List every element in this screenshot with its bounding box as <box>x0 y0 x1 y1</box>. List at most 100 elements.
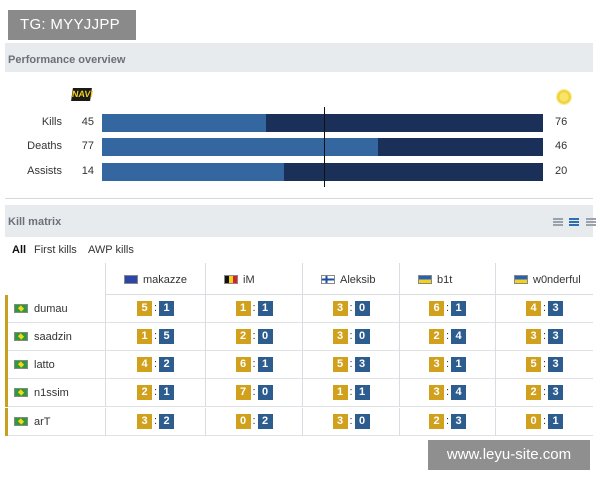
separator: : <box>542 358 547 370</box>
deaths-badge: 1 <box>257 301 273 316</box>
kill-death-cell[interactable]: 0:2 <box>235 414 273 429</box>
kill-death-cell[interactable]: 4:3 <box>526 301 563 316</box>
kill-death-cell[interactable]: 2:0 <box>235 329 273 344</box>
separator: : <box>153 415 158 427</box>
deaths-badge: 3 <box>548 329 563 344</box>
kills-badge: 2 <box>235 329 251 344</box>
brazil-flag-icon <box>14 304 28 313</box>
kill-death-cell[interactable]: 3:2 <box>137 414 174 429</box>
kill-death-cell[interactable]: 0:1 <box>526 414 563 429</box>
separator: : <box>252 330 256 342</box>
column-header-aleksib[interactable]: Aleksib <box>302 263 399 295</box>
stat-bar <box>102 163 543 181</box>
kills-badge: 7 <box>235 385 251 400</box>
opponent-logo-icon <box>556 89 572 105</box>
column-header-b1t[interactable]: b1t <box>399 263 495 295</box>
separator: : <box>445 302 450 314</box>
tab-all[interactable]: All <box>12 244 27 256</box>
ua-flag-icon <box>514 275 528 284</box>
kill-death-cell[interactable]: 1:1 <box>332 385 370 400</box>
tab-first-kills[interactable]: First kills <box>34 244 77 256</box>
column-player-name: makazze <box>143 274 188 286</box>
deaths-badge: 3 <box>548 385 563 400</box>
kill-death-cell[interactable]: 5:3 <box>332 357 370 372</box>
row-player-name: n1ssim <box>34 387 69 399</box>
cell-divider <box>205 408 206 436</box>
kills-badge: 3 <box>429 357 444 372</box>
cell-divider <box>302 351 303 379</box>
deaths-badge: 0 <box>354 414 370 429</box>
deaths-badge: 1 <box>354 385 370 400</box>
row-player[interactable]: arT <box>14 408 51 436</box>
separator: : <box>252 415 256 427</box>
kills-badge: 6 <box>235 357 251 372</box>
kill-death-cell[interactable]: 2:1 <box>137 385 174 400</box>
row-player-name: saadzin <box>34 331 72 343</box>
row-marker <box>5 379 8 407</box>
kill-death-cell[interactable]: 3:1 <box>429 357 466 372</box>
deaths-badge: 4 <box>451 385 466 400</box>
stat-bar-left-fill <box>102 163 284 181</box>
cell-divider <box>399 323 400 351</box>
separator: : <box>542 302 547 314</box>
row-player[interactable]: n1ssim <box>14 379 69 407</box>
separator: : <box>349 358 353 370</box>
cell-divider <box>205 351 206 379</box>
stat-bar-left-fill <box>102 114 267 132</box>
be-flag-icon <box>224 275 238 284</box>
separator: : <box>252 358 256 370</box>
navi-logo-icon: NAVI <box>71 88 94 101</box>
grid-view-icon[interactable] <box>585 218 596 227</box>
cell-divider <box>399 408 400 436</box>
separator: : <box>153 302 158 314</box>
kill-death-cell[interactable]: 6:1 <box>235 357 273 372</box>
cell-divider <box>495 379 496 407</box>
deaths-badge: 0 <box>354 301 370 316</box>
column-header-w0nderful[interactable]: w0nderful <box>495 263 593 295</box>
kill-death-cell[interactable]: 3:0 <box>332 329 370 344</box>
separator: : <box>349 386 353 398</box>
row-player[interactable]: dumau <box>14 295 68 323</box>
kill-death-cell[interactable]: 5:1 <box>137 301 174 316</box>
cell-divider <box>302 323 303 351</box>
kill-death-cell[interactable]: 4:2 <box>137 357 174 372</box>
deaths-badge: 5 <box>159 329 174 344</box>
stat-bar <box>102 138 543 156</box>
kill-death-cell[interactable]: 3:0 <box>332 414 370 429</box>
kill-death-cell[interactable]: 2:3 <box>429 414 466 429</box>
kills-badge: 3 <box>526 329 541 344</box>
cell-divider <box>495 408 496 436</box>
eu-flag-icon <box>124 275 138 284</box>
row-marker <box>5 408 8 436</box>
separator: : <box>445 358 450 370</box>
kill-death-cell[interactable]: 1:5 <box>137 329 174 344</box>
kills-badge: 2 <box>526 385 541 400</box>
column-player-name: Aleksib <box>340 274 376 286</box>
kill-death-cell[interactable]: 2:4 <box>429 329 466 344</box>
kill-death-cell[interactable]: 2:3 <box>526 385 563 400</box>
table-row: n1ssim 2:1 7:0 1:1 3:4 2:3 <box>5 379 593 407</box>
kill-death-cell[interactable]: 3:3 <box>526 329 563 344</box>
kills-badge: 1 <box>137 329 152 344</box>
deaths-badge: 3 <box>451 414 466 429</box>
tab-awp-kills[interactable]: AWP kills <box>88 244 134 256</box>
stat-right-value: 46 <box>555 140 568 152</box>
column-header-makazze[interactable]: makazze <box>105 263 205 295</box>
separator: : <box>445 330 450 342</box>
kill-death-cell[interactable]: 5:3 <box>526 357 563 372</box>
kill-death-cell[interactable]: 3:0 <box>332 301 370 316</box>
list-view-icon[interactable] <box>553 218 563 227</box>
kill-matrix-filters: All First kills AWP kills <box>5 237 593 263</box>
compact-view-icon[interactable] <box>569 218 580 227</box>
column-header-im[interactable]: iM <box>205 263 302 295</box>
kill-death-cell[interactable]: 6:1 <box>429 301 466 316</box>
kill-death-cell[interactable]: 7:0 <box>235 385 273 400</box>
row-player[interactable]: latto <box>14 351 55 379</box>
stat-label-assists: Assists <box>27 165 62 177</box>
kill-death-cell[interactable]: 3:4 <box>429 385 466 400</box>
kills-badge: 3 <box>332 301 348 316</box>
kill-death-cell[interactable]: 1:1 <box>235 301 273 316</box>
cell-divider <box>495 351 496 379</box>
kills-badge: 5 <box>526 357 541 372</box>
row-player[interactable]: saadzin <box>14 323 72 351</box>
